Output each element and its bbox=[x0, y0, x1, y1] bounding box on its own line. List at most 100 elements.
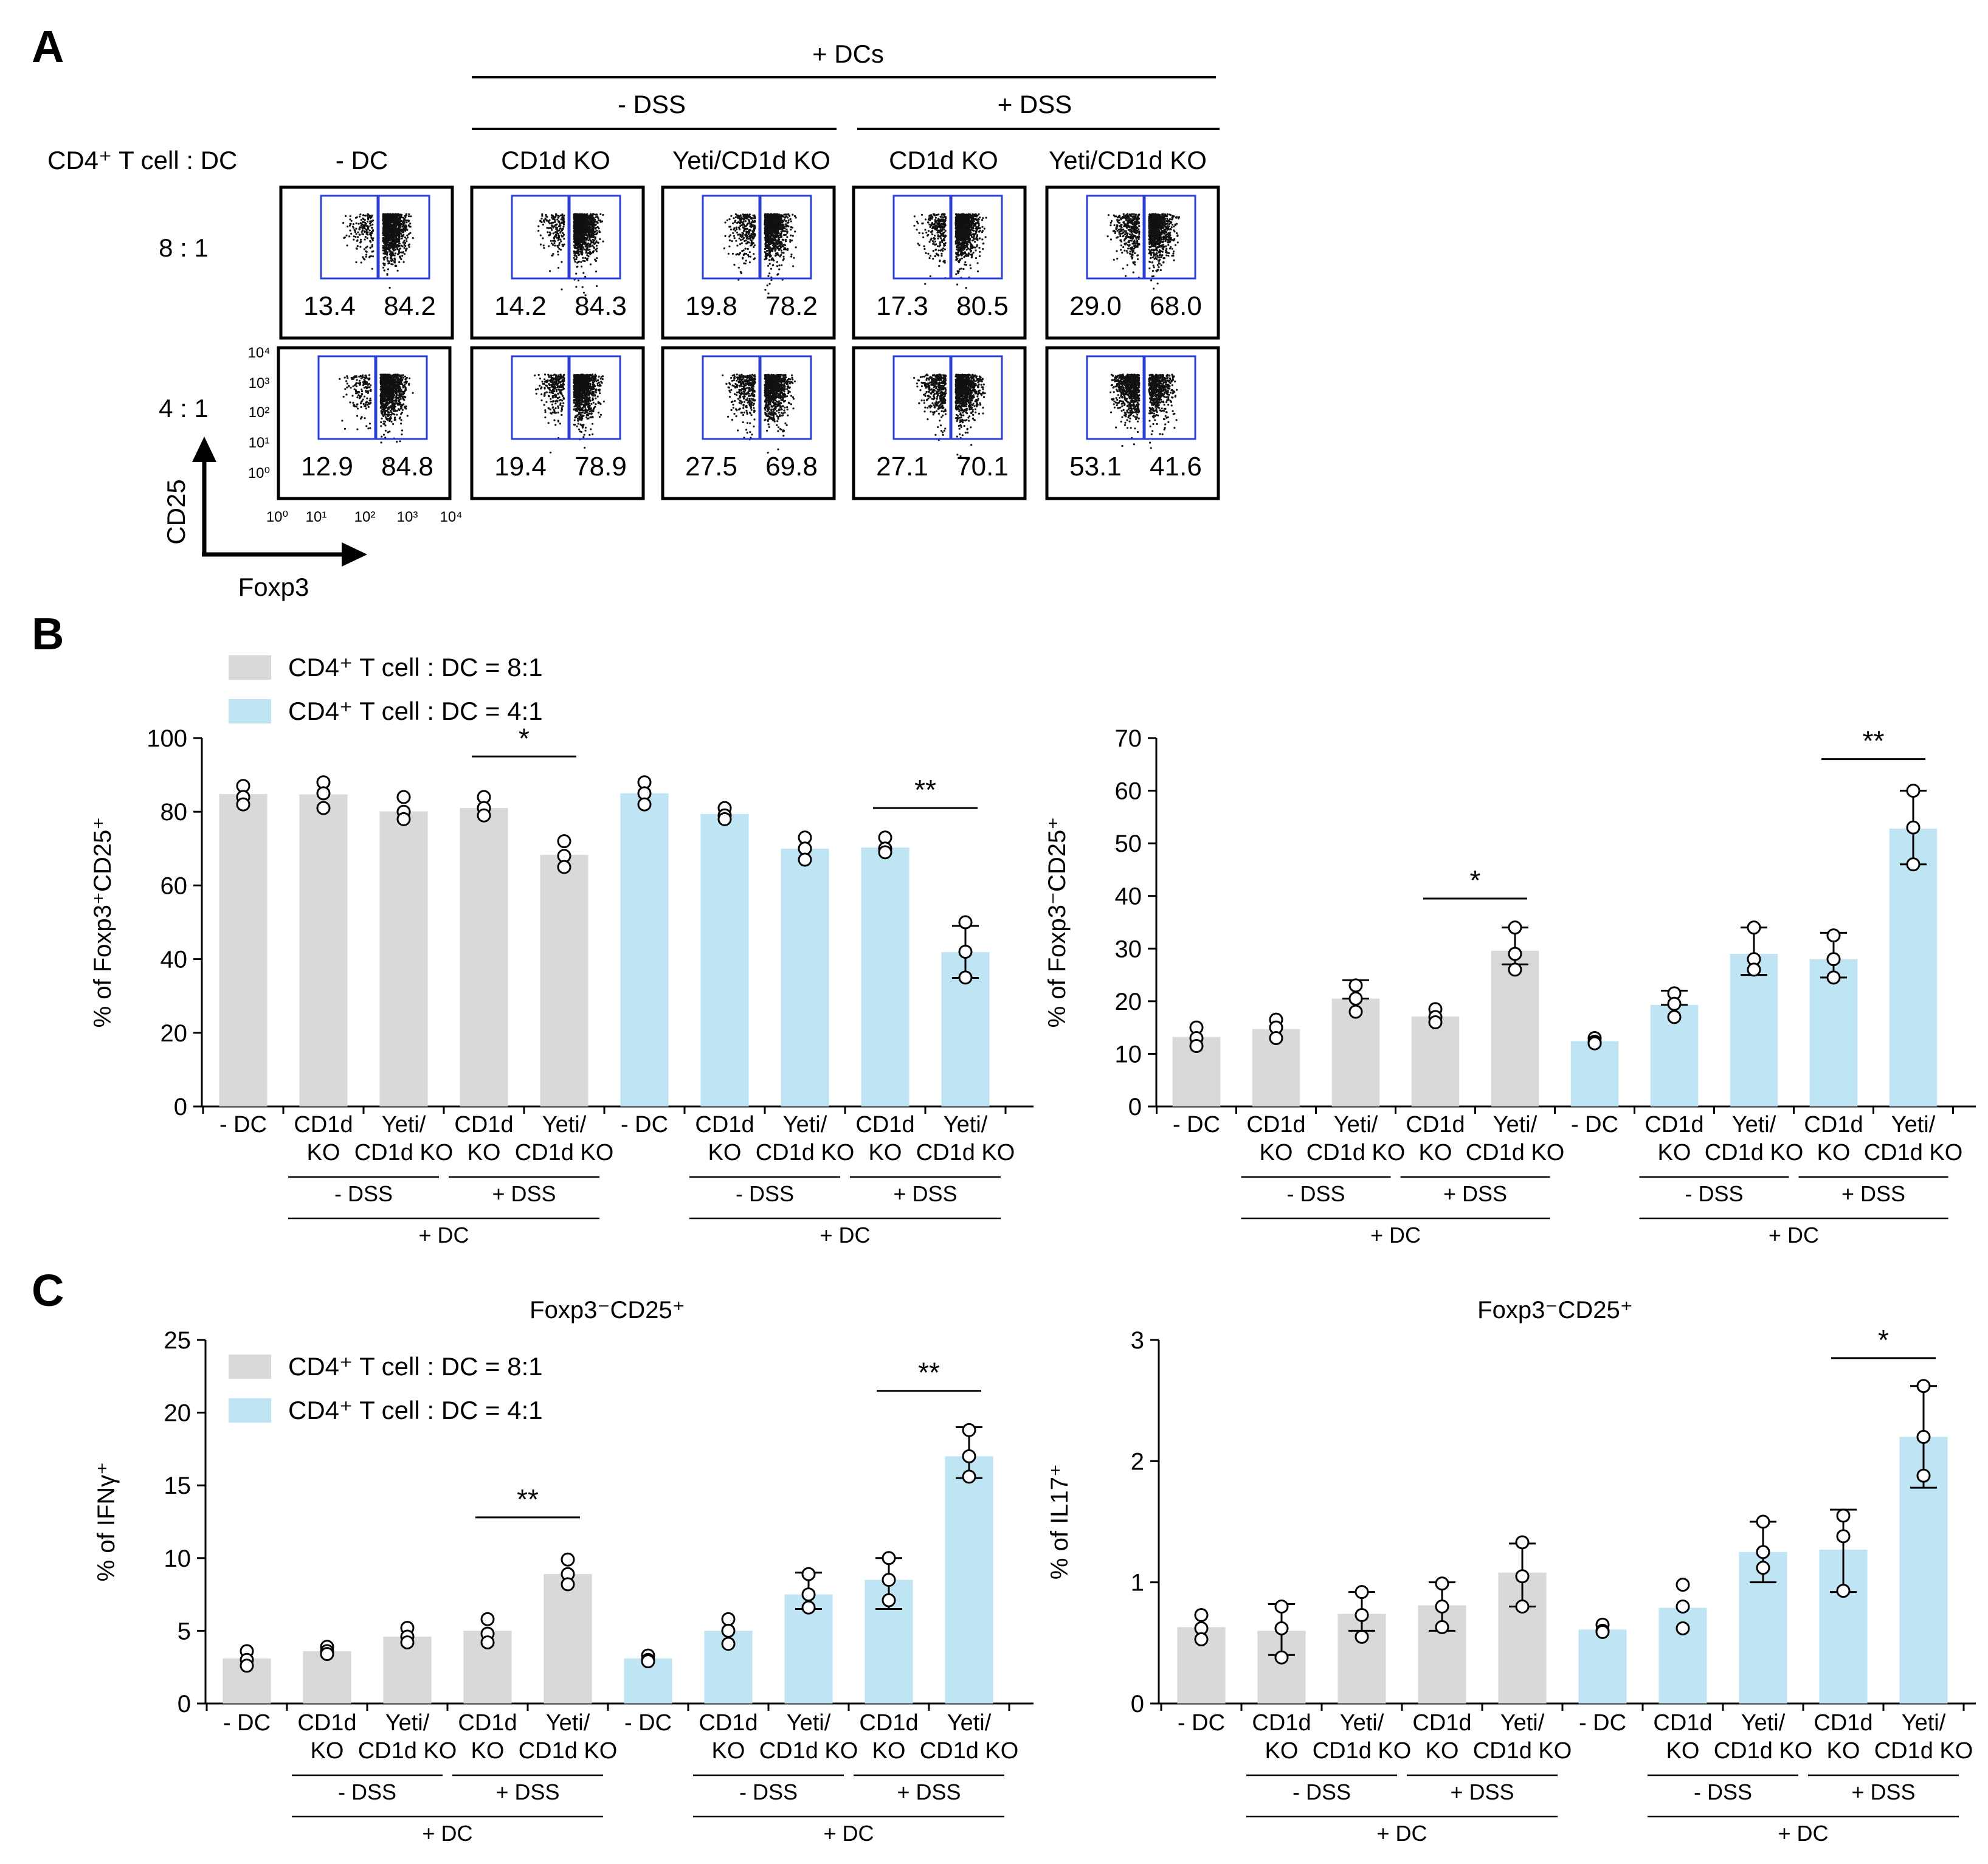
category-label: Yeti/ bbox=[546, 1710, 590, 1736]
data-point bbox=[801, 1587, 816, 1602]
category-label: CD1d KO bbox=[756, 1140, 855, 1165]
plus-dcs-header: + DCs bbox=[812, 40, 884, 68]
category-label: Yeti/ bbox=[1340, 1710, 1384, 1736]
dss-group-label: + DSS bbox=[1841, 1181, 1905, 1206]
dc-group-label: + DC bbox=[820, 1223, 870, 1248]
y-tick-label: 0 bbox=[178, 1691, 191, 1717]
category-label: CD1d KO bbox=[1874, 1738, 1973, 1764]
flow-x-tick: 10⁰ bbox=[266, 509, 288, 525]
category-label: CD1d KO bbox=[759, 1738, 858, 1764]
significance-marker: ** bbox=[918, 1357, 940, 1389]
dss-group-label: - DSS bbox=[1685, 1181, 1743, 1206]
category-label: CD1d KO bbox=[515, 1140, 614, 1165]
category-label: CD1d KO bbox=[1714, 1738, 1813, 1764]
y-tick-label: 0 bbox=[1131, 1691, 1144, 1717]
data-point bbox=[480, 1612, 495, 1626]
dss-group-label: + DSS bbox=[1443, 1181, 1507, 1206]
data-point bbox=[882, 1551, 896, 1565]
legend-label: CD4⁺ T cell : DC = 8:1 bbox=[288, 653, 543, 682]
data-point bbox=[1826, 952, 1841, 967]
category-label: CD1d KO bbox=[1473, 1738, 1572, 1764]
data-point bbox=[1667, 1010, 1682, 1024]
chart-B-left: % of Foxp3⁺CD25⁺ 0 20 40 60 80 100 - DC CD1d KO Ye… bbox=[89, 653, 1034, 1248]
category-label: - DC bbox=[1579, 1710, 1626, 1736]
data-point bbox=[320, 1647, 334, 1662]
panel-a-flow-grid: + DCs - DSS + DSS CD4⁺ T cell : DC - DC C… bbox=[47, 40, 1220, 601]
chart-B-right: % of Foxp3⁻CD25⁺ 0 10 20 30 40 50 60 70 - DC CD1d K… bbox=[1044, 725, 1976, 1248]
gate-value-left: 19.8 bbox=[685, 291, 737, 321]
flow-events bbox=[339, 373, 414, 461]
gate-value-left: 14.2 bbox=[494, 291, 547, 321]
legend-swatch bbox=[229, 699, 271, 723]
dss-group-label: - DSS bbox=[736, 1181, 794, 1206]
dc-group-label: + DC bbox=[823, 1821, 874, 1846]
gate-value-right: 78.2 bbox=[765, 291, 818, 321]
flow-plot-frame bbox=[852, 346, 1027, 500]
flow-events bbox=[913, 373, 986, 460]
dss-group-label: - DSS bbox=[1694, 1779, 1752, 1804]
legend-label: CD4⁺ T cell : DC = 4:1 bbox=[288, 1396, 543, 1424]
data-point bbox=[641, 1654, 655, 1669]
category-label: KO bbox=[872, 1738, 906, 1764]
data-point bbox=[637, 797, 652, 812]
data-point bbox=[1508, 947, 1522, 961]
bar bbox=[1889, 828, 1938, 1106]
data-point bbox=[721, 1612, 736, 1626]
bar bbox=[540, 855, 588, 1106]
category-label: Yeti/ bbox=[783, 1112, 827, 1137]
y-tick-label: 0 bbox=[1128, 1094, 1142, 1120]
data-point bbox=[1194, 1607, 1209, 1622]
data-point bbox=[477, 808, 491, 823]
y-tick-label: 10 bbox=[164, 1545, 192, 1572]
data-point bbox=[801, 1600, 816, 1615]
data-point bbox=[1916, 1379, 1931, 1393]
data-point bbox=[721, 1637, 736, 1651]
data-point bbox=[1348, 978, 1363, 993]
y-axis-label-cd25: CD25 bbox=[162, 479, 190, 544]
flow-plot: 27.5 69.8 bbox=[661, 346, 836, 500]
bar bbox=[945, 1456, 993, 1703]
dss-group-label: + DSS bbox=[893, 1181, 957, 1206]
data-point bbox=[798, 852, 812, 867]
y-axis-label: % of IL17⁺ bbox=[1046, 1464, 1073, 1579]
column-header: CD1d KO bbox=[501, 146, 610, 174]
data-point bbox=[561, 1552, 575, 1567]
data-point bbox=[1515, 1600, 1530, 1614]
flow-x-tick: 10² bbox=[354, 509, 376, 525]
chart-title: Foxp3⁻CD25⁺ bbox=[530, 1297, 685, 1324]
flow-events bbox=[342, 213, 414, 289]
bar bbox=[1730, 953, 1778, 1106]
category-label: CD1d bbox=[1406, 1112, 1465, 1137]
legend-swatch bbox=[229, 655, 271, 680]
gate-value-right: 41.6 bbox=[1150, 452, 1202, 482]
data-point bbox=[1906, 857, 1921, 872]
y-tick-label: 10 bbox=[1115, 1041, 1142, 1068]
y-tick-label: 20 bbox=[1115, 989, 1142, 1015]
data-point bbox=[1274, 1600, 1289, 1614]
y-axis-label: % of Foxp3⁻CD25⁺ bbox=[1044, 817, 1071, 1028]
data-point bbox=[1189, 1038, 1204, 1053]
category-label: KO bbox=[869, 1140, 902, 1165]
data-point bbox=[1826, 970, 1841, 985]
y-tick-label: 0 bbox=[174, 1094, 187, 1120]
y-tick-label: 60 bbox=[1115, 778, 1142, 805]
gate-value-right: 68.0 bbox=[1150, 291, 1202, 321]
data-point bbox=[882, 1593, 896, 1607]
significance-marker: ** bbox=[914, 774, 936, 806]
category-label: CD1d KO bbox=[1705, 1140, 1804, 1165]
flow-plot: 17.3 80.5 bbox=[852, 185, 1027, 340]
data-point bbox=[958, 944, 973, 959]
data-point bbox=[1836, 1584, 1851, 1598]
category-label: CD1d KO bbox=[1466, 1140, 1565, 1165]
category-label: KO bbox=[1658, 1140, 1691, 1165]
y-tick-label: 2 bbox=[1131, 1448, 1144, 1475]
flow-plot: 12.9 84.8 bbox=[277, 346, 452, 500]
dss-group-label: + DSS bbox=[1851, 1779, 1915, 1804]
bar bbox=[1570, 1041, 1619, 1106]
row-ratio-label: 4 : 1 bbox=[159, 394, 209, 423]
data-point bbox=[1274, 1650, 1289, 1665]
data-point bbox=[480, 1635, 495, 1650]
category-label: CD1d bbox=[695, 1112, 754, 1137]
y-axis-label: % of Foxp3⁺CD25⁺ bbox=[89, 817, 116, 1028]
